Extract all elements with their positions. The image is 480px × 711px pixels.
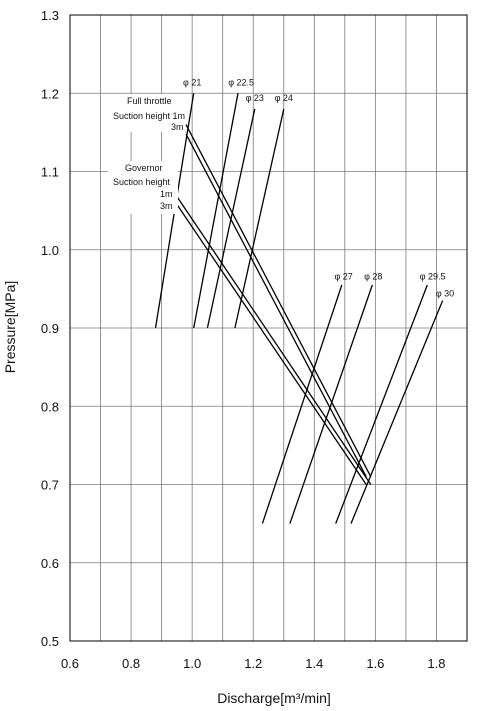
operating-mode-labels: Full throttle Suction height 1m 3m Gover…: [108, 94, 185, 214]
series-line: [176, 196, 372, 485]
y-tick-labels: 0.5 0.6 0.7 0.8 0.9 1.0 1.1 1.2 1.3: [41, 8, 59, 649]
x-axis-label: Discharge[m³/min]: [217, 690, 331, 706]
series-line: [350, 300, 444, 524]
governor-1m-label: 1m: [160, 189, 173, 199]
x-tick-label: 1.8: [427, 656, 445, 671]
y-tick-label: 0.5: [41, 634, 59, 649]
governor-label-bg: [108, 161, 178, 214]
y-tick-label: 1.2: [41, 86, 59, 101]
full-throttle-label-bg: [108, 94, 184, 132]
series-line: [234, 108, 285, 329]
grid: [70, 15, 467, 641]
y-tick-label: 1.1: [41, 165, 59, 180]
series-line: [193, 93, 239, 329]
plot-frame: [69, 14, 468, 642]
y-tick-label: 1.0: [41, 243, 59, 258]
y-tick-label: 1.3: [41, 8, 59, 23]
series-annotation-label: φ 27: [334, 271, 352, 281]
governor-3m-label: 3m: [160, 201, 173, 211]
annotations: φ 21 φ 22.5 φ 23 φ 24 φ 27 φ 28 φ 29.5 φ 30: [183, 77, 454, 298]
x-tick-label: 1.4: [305, 656, 323, 671]
series-annotation-label: φ 24: [275, 93, 293, 103]
x-tick-label: 0.8: [122, 656, 140, 671]
series-line: [261, 284, 343, 524]
series-annotation-label: φ 30: [436, 289, 454, 299]
full-throttle-label: Full throttle: [127, 96, 172, 106]
series-annotation-label: φ 22.5: [228, 77, 254, 87]
series-line: [185, 124, 372, 478]
x-tick-label: 1.0: [183, 656, 201, 671]
series-annotation-label: φ 28: [364, 271, 382, 281]
x-tick-label: 0.6: [61, 656, 79, 671]
full-throttle-3m-label: 3m: [171, 122, 184, 132]
y-axis-label: Pressure[MPa]: [2, 281, 18, 374]
y-tick-label: 0.6: [41, 556, 59, 571]
y-tick-label: 0.9: [41, 321, 59, 336]
governor-suction-height-label: Suction height: [113, 177, 171, 187]
series-line: [335, 284, 428, 524]
series-annotation-label: φ 23: [246, 93, 264, 103]
y-tick-label: 0.7: [41, 478, 59, 493]
x-tick-label: 1.2: [244, 656, 262, 671]
series-line: [185, 133, 367, 478]
x-tick-label: 1.6: [366, 656, 384, 671]
series-line: [289, 284, 373, 524]
series-line: [176, 204, 367, 485]
y-tick-label: 0.8: [41, 399, 59, 414]
series-lines: [154, 93, 444, 524]
full-throttle-suction-height-label: Suction height 1m: [113, 111, 185, 121]
governor-label: Governor: [125, 163, 163, 173]
series-annotation-label: φ 21: [183, 77, 201, 87]
x-tick-labels: 0.6 0.8 1.0 1.2 1.4 1.6 1.8: [61, 656, 446, 671]
series-annotation-label: φ 29.5: [420, 271, 446, 281]
